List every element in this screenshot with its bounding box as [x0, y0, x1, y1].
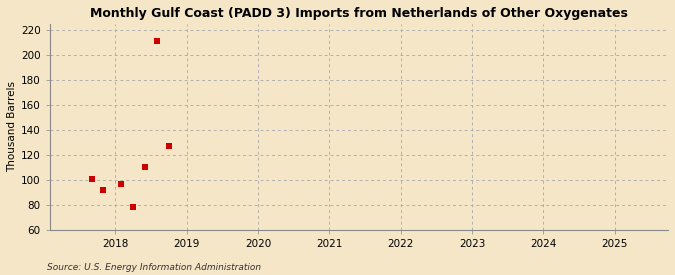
Point — [86, 177, 97, 181]
Text: Source: U.S. Energy Information Administration: Source: U.S. Energy Information Administ… — [47, 263, 261, 271]
Point — [98, 188, 109, 192]
Point — [151, 39, 162, 43]
Point — [140, 165, 151, 170]
Point — [116, 182, 127, 186]
Point — [163, 144, 174, 148]
Point — [128, 205, 138, 210]
Y-axis label: Thousand Barrels: Thousand Barrels — [7, 81, 17, 172]
Title: Monthly Gulf Coast (PADD 3) Imports from Netherlands of Other Oxygenates: Monthly Gulf Coast (PADD 3) Imports from… — [90, 7, 628, 20]
